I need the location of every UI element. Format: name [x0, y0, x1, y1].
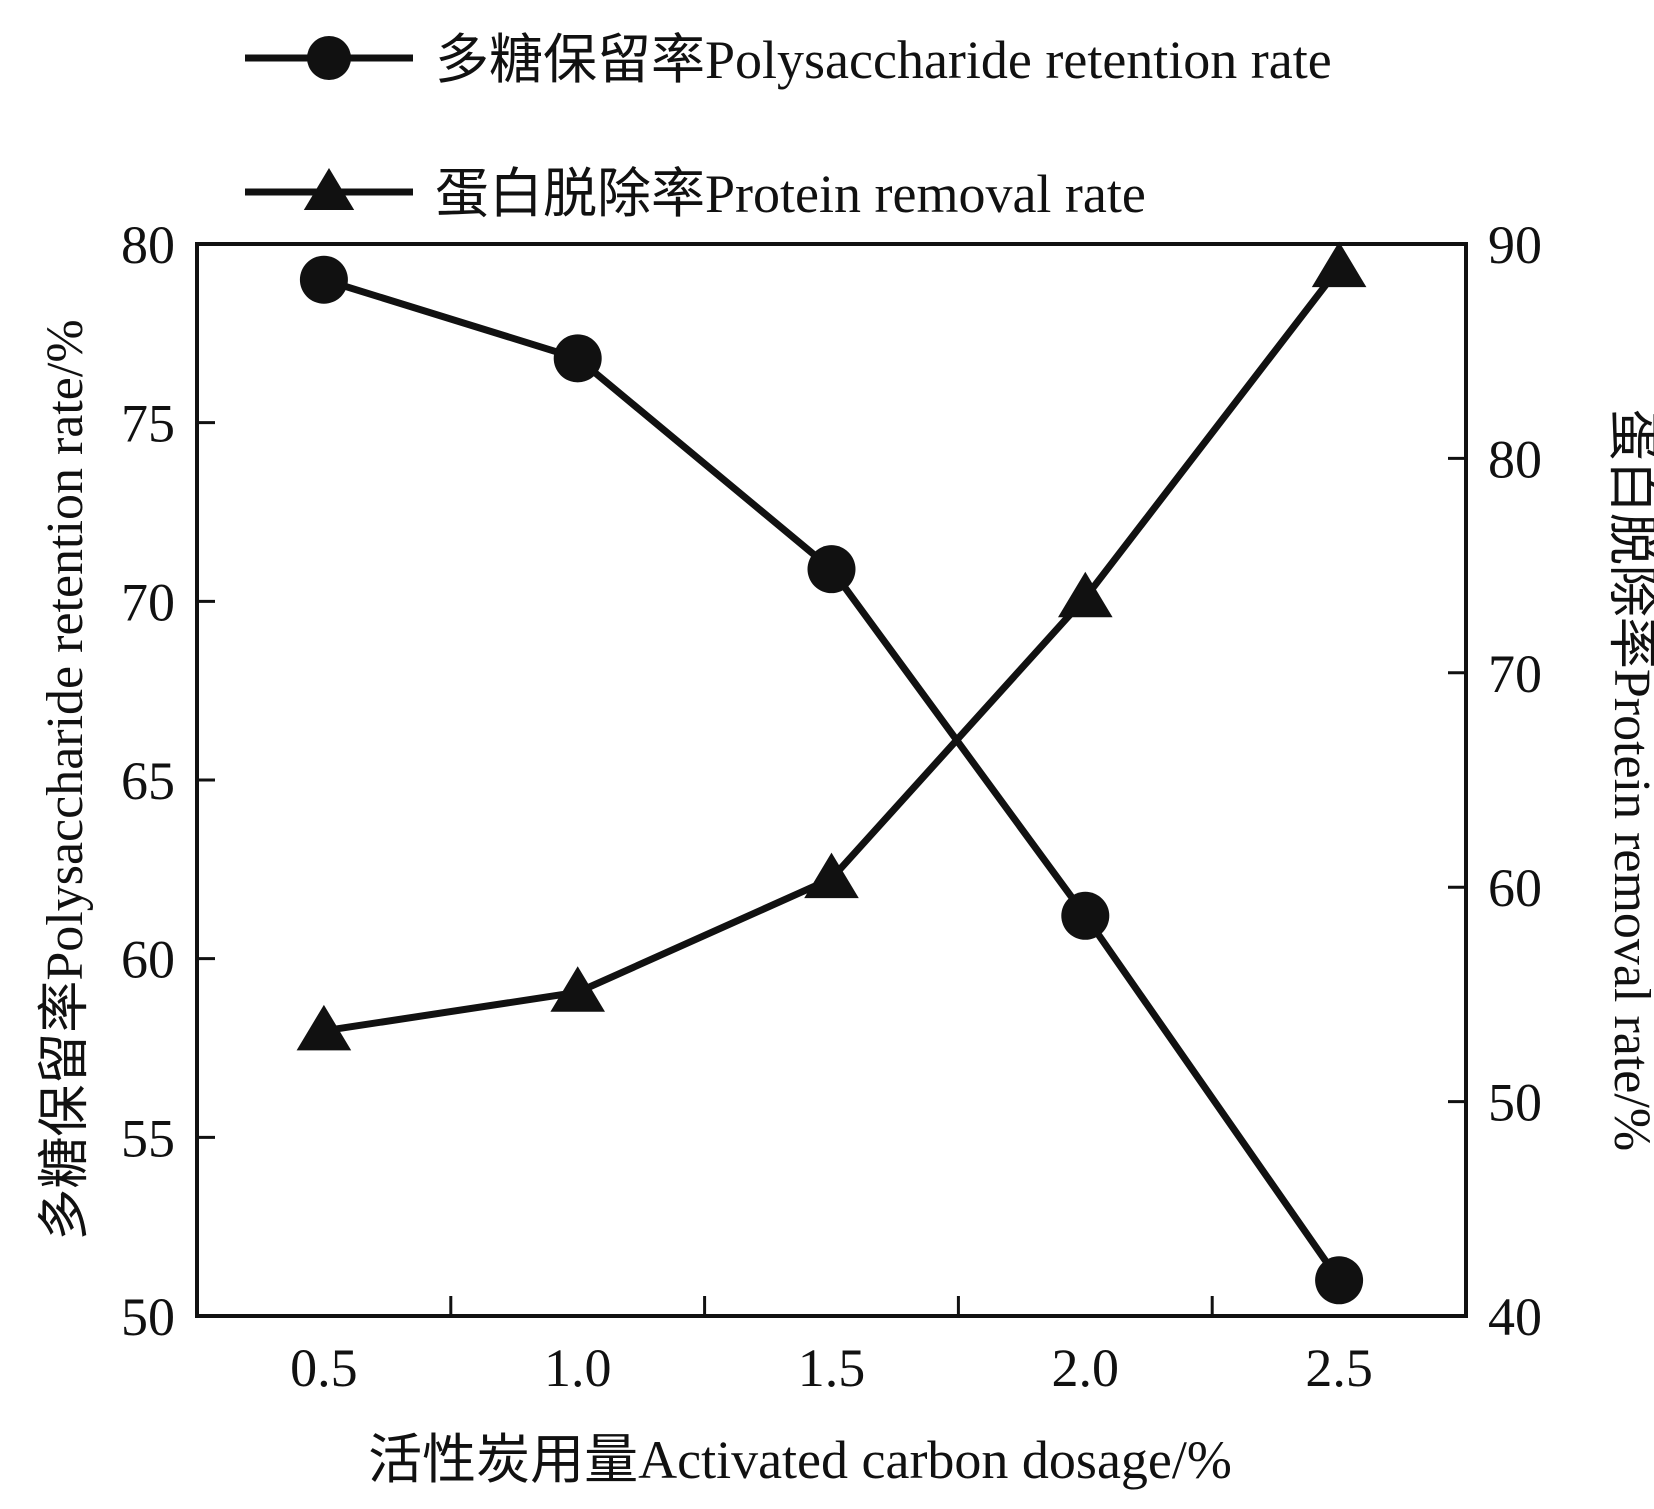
y-axis-left-label: 多糖保留率Polysaccharide retention rate/% — [37, 319, 94, 1240]
data-point-triangle — [1058, 571, 1113, 618]
legend: 多糖保留率Polysaccharide retention rate 蛋白脱除率P… — [245, 30, 1332, 224]
x-tick-label: 0.5 — [290, 1338, 358, 1398]
y-right-tick-label: 60 — [1488, 858, 1542, 918]
x-tick-label: 2.5 — [1305, 1338, 1373, 1398]
x-tick-label: 2.0 — [1052, 1338, 1120, 1398]
y-left-tick-label: 60 — [121, 930, 175, 990]
x-tick-label: 1.0 — [544, 1338, 612, 1398]
x-tick-label: 1.5 — [798, 1338, 866, 1398]
legend-label: 蛋白脱除率Protein removal rate — [435, 164, 1146, 224]
y-left-tick-label: 55 — [121, 1108, 175, 1168]
data-point-triangle — [1311, 241, 1367, 288]
y-left-tick-label: 65 — [121, 751, 175, 811]
plot-frame — [195, 242, 1468, 1318]
data-point-triangle — [296, 1004, 352, 1051]
data-point-circle — [807, 545, 856, 594]
series-line-polysaccharide — [322, 276, 1342, 1283]
data-point-circle — [1061, 891, 1110, 940]
y-left-tick-label: 70 — [121, 572, 175, 632]
y-right-tick-label: 80 — [1488, 429, 1542, 489]
y-axis-right-label: 蛋白脱除率Protein removal rate/% — [1603, 409, 1654, 1151]
legend-marker-circle — [307, 36, 351, 80]
y-left-tick-label: 50 — [121, 1287, 175, 1347]
y-right-tick-label: 70 — [1488, 644, 1542, 704]
x-axis-label: 活性炭用量Activated carbon dosage/% — [368, 1430, 1232, 1490]
y-right-tick-label: 40 — [1488, 1287, 1542, 1347]
legend-label: 多糖保留率Polysaccharide retention rate — [435, 30, 1332, 90]
data-point-triangle — [550, 966, 605, 1012]
y-left-tick-label: 80 — [121, 215, 175, 275]
legend-marker-triangle — [303, 168, 355, 210]
series-line-protein — [323, 265, 1342, 1035]
data-point-circle — [1315, 1256, 1364, 1305]
data-point-circle — [299, 255, 348, 304]
y-left-tick-label: 75 — [121, 394, 175, 454]
data-point-circle — [553, 334, 602, 383]
y-right-tick-label: 50 — [1488, 1073, 1542, 1133]
data-point-triangle — [804, 852, 859, 899]
y-right-tick-label: 90 — [1488, 215, 1542, 275]
